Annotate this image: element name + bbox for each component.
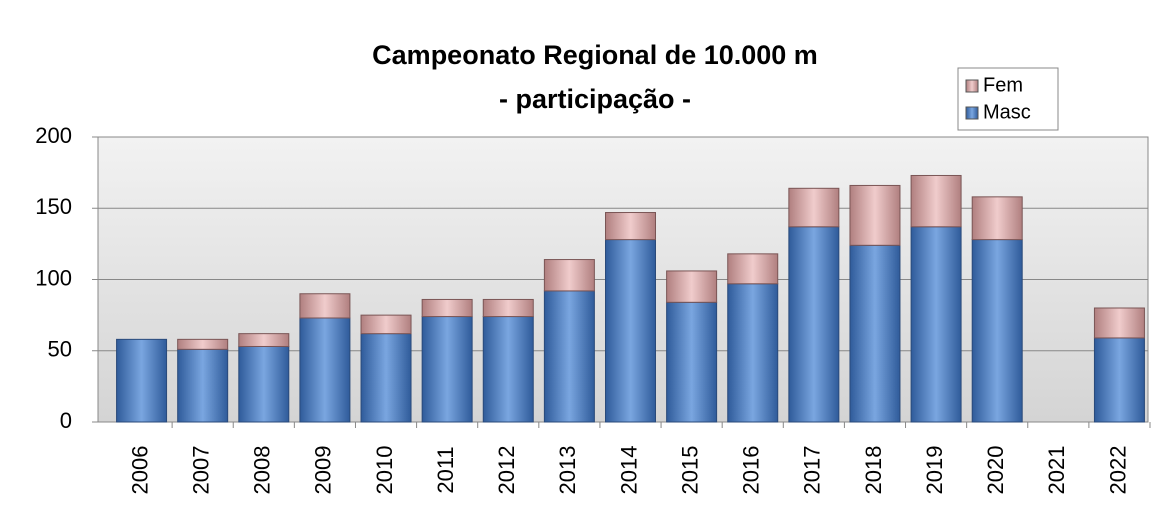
bar-masc bbox=[727, 283, 779, 423]
legend-label: Masc bbox=[983, 101, 1031, 123]
bar-fem bbox=[849, 184, 901, 246]
bar-masc bbox=[849, 244, 901, 423]
x-tick-label: 2017 bbox=[800, 446, 825, 495]
y-tick-label: 200 bbox=[35, 123, 72, 148]
bar-masc bbox=[482, 316, 534, 423]
x-tick-label: 2013 bbox=[555, 446, 580, 495]
bar-masc bbox=[360, 333, 412, 423]
bar-masc bbox=[666, 301, 718, 423]
x-tick-label: 2014 bbox=[616, 446, 641, 495]
bar-masc bbox=[605, 239, 656, 423]
bar-fem bbox=[421, 298, 473, 318]
bar-fem bbox=[788, 187, 840, 228]
legend-swatch bbox=[965, 106, 979, 120]
legend-label: Fem bbox=[983, 74, 1023, 96]
y-tick-label: 0 bbox=[60, 408, 72, 433]
x-tick-label: 2012 bbox=[494, 446, 519, 495]
bar-fem bbox=[1093, 307, 1145, 339]
x-tick-label: 2022 bbox=[1105, 446, 1130, 495]
bar-masc bbox=[177, 348, 229, 423]
x-tick-label: 2015 bbox=[677, 446, 702, 495]
x-tick-label: 2010 bbox=[372, 446, 397, 495]
bar-masc bbox=[971, 239, 1023, 423]
bar-fem bbox=[971, 196, 1023, 241]
x-tick-label: 2018 bbox=[861, 446, 886, 495]
x-tick-label: 2008 bbox=[250, 446, 275, 495]
bar-fem bbox=[910, 174, 962, 228]
bar-masc bbox=[543, 290, 595, 423]
bar-masc bbox=[910, 226, 962, 423]
bar-masc bbox=[421, 316, 473, 423]
bar-masc bbox=[116, 338, 168, 423]
bar-fem bbox=[238, 333, 290, 347]
legend-box bbox=[957, 67, 1059, 131]
y-tick-label: 50 bbox=[48, 337, 72, 362]
bar-fem bbox=[605, 212, 656, 241]
chart-title: Campeonato Regional de 10.000 m bbox=[372, 40, 818, 70]
bar-fem bbox=[727, 253, 779, 285]
bar-masc bbox=[299, 317, 351, 423]
x-tick-label: 2009 bbox=[311, 446, 336, 495]
x-tick-label: 2016 bbox=[739, 446, 764, 495]
bar-fem bbox=[360, 314, 412, 335]
y-tick-label: 100 bbox=[35, 265, 72, 290]
x-tick-label: 2007 bbox=[188, 446, 213, 495]
legend-swatch bbox=[965, 79, 979, 93]
x-tick-label: 2020 bbox=[983, 446, 1008, 495]
bar-masc bbox=[788, 226, 840, 423]
x-tick-label: 2019 bbox=[922, 446, 947, 495]
bar-fem bbox=[177, 338, 229, 350]
bar-masc bbox=[1093, 337, 1145, 423]
chart-subtitle: - participação - bbox=[499, 84, 691, 114]
y-tick-label: 150 bbox=[35, 194, 72, 219]
bar-fem bbox=[482, 298, 534, 318]
bar-fem bbox=[543, 259, 595, 292]
bar-fem bbox=[299, 293, 351, 319]
bar-masc bbox=[238, 345, 290, 423]
x-tick-label: 2021 bbox=[1044, 446, 1069, 495]
x-tick-label: 2011 bbox=[433, 446, 458, 493]
x-tick-label: 2006 bbox=[127, 446, 152, 495]
bar-fem bbox=[666, 270, 718, 303]
